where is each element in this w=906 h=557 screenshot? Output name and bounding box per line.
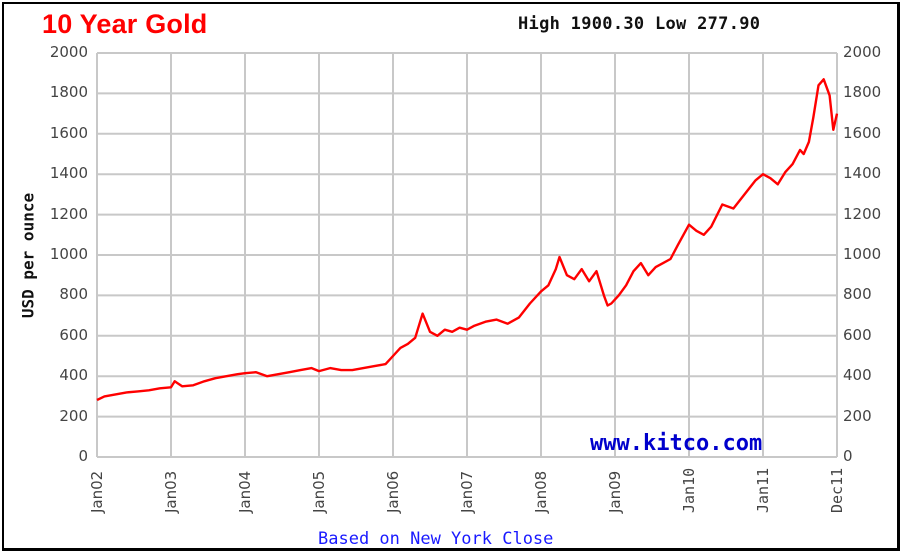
chart-title: 10 Year Gold [42,9,208,39]
gridlines [96,52,838,458]
y-tick-left: 1800 [49,83,88,102]
y-tick-right: 1600 [843,123,882,142]
y-tick-right: 2000 [843,43,882,61]
x-tick-label: Jan02 [88,470,106,513]
x-tick-label: Jan09 [606,470,624,513]
x-tick-label: Dec11 [828,467,846,513]
y-tick-right: 400 [843,366,872,385]
source-watermark: www.kitco.com [590,431,763,456]
x-tick-label: Jan07 [458,470,476,513]
y-tick-left: 1200 [49,204,88,223]
y-tick-left: 1600 [49,123,88,142]
y-tick-left: 200 [59,406,88,425]
x-tick-label: Jan08 [532,470,550,513]
y-tick-left: 600 [59,325,88,344]
x-tick-label: Jan04 [236,470,254,513]
y-tick-left: 1400 [49,164,88,183]
y-tick-right: 800 [843,285,872,304]
y-tick-right: 1000 [843,245,882,263]
y-tick-right: 200 [843,406,872,425]
x-tick-label: Jan05 [310,470,328,513]
x-tick-label: Jan10 [680,467,698,513]
x-tick-label: Jan11 [754,467,772,513]
y-tick-left: 800 [59,285,88,304]
y-tick-left: 400 [59,366,88,385]
y-tick-left: 2000 [49,43,88,61]
x-tick-label: Jan06 [384,470,402,513]
y-tick-right: 0 [843,447,853,465]
y-tick-left: 0 [78,447,88,465]
footnote: Based on New York Close [318,529,554,549]
y-tick-right: 600 [843,325,872,344]
y-tick-right: 1400 [843,164,882,183]
x-tick-label: Jan03 [162,470,180,513]
y-tick-left: 1000 [49,245,88,263]
y-axis-label: USD per ounce [18,192,38,319]
y-tick-right: 1200 [843,204,882,223]
high-low-summary: High 1900.30 Low 277.90 [518,14,761,34]
gold-price-line [96,78,839,402]
y-tick-right: 1800 [843,83,882,102]
